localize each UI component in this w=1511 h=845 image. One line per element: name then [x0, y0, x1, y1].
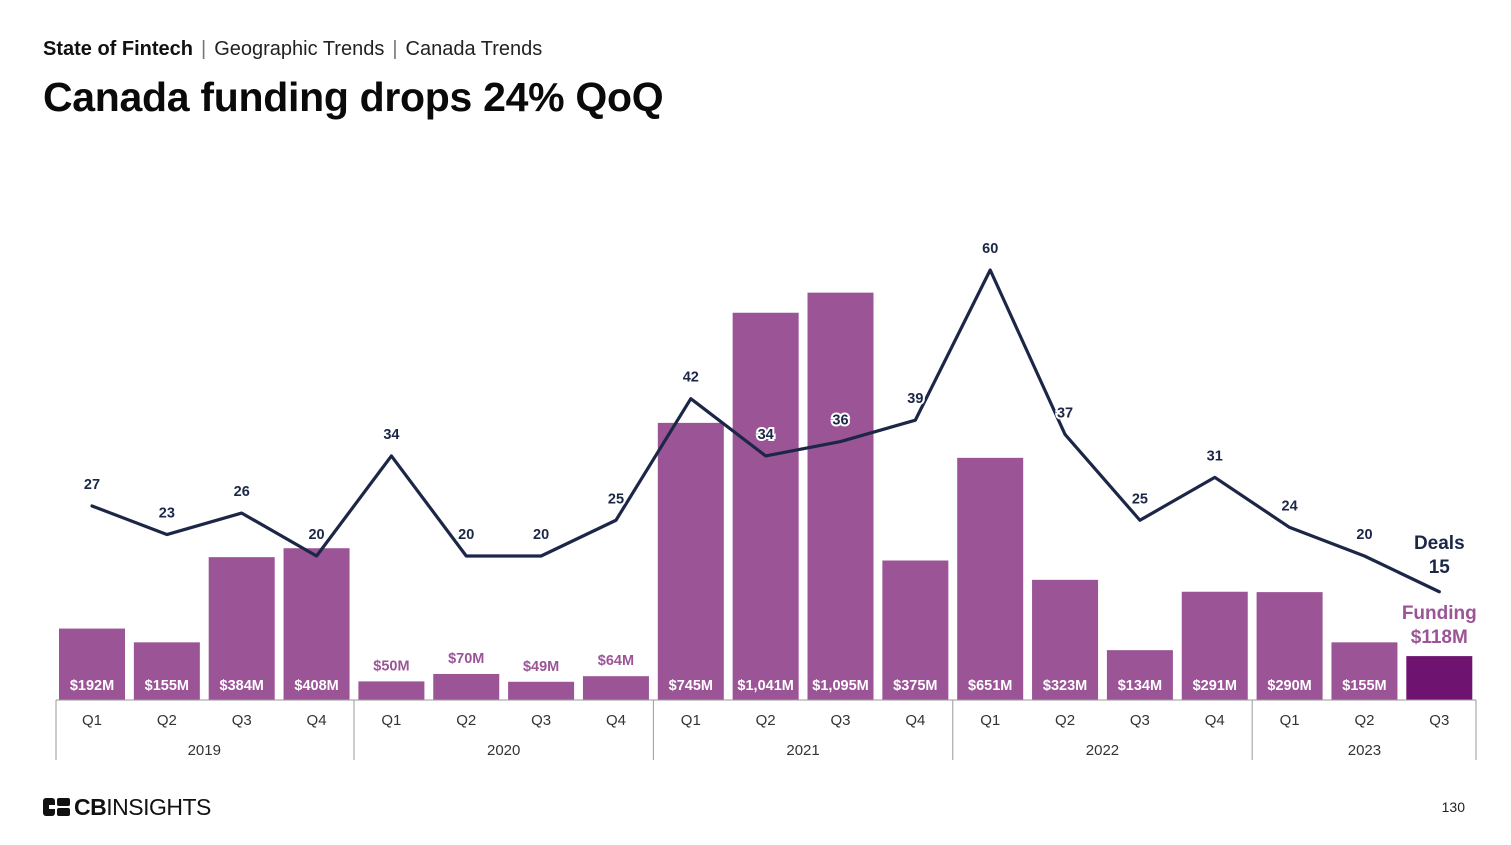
deals-label: 39	[907, 391, 923, 407]
x-tick-label: Q2	[1055, 712, 1075, 729]
funding-bar	[1331, 642, 1398, 700]
page-title: Canada funding drops 24% QoQ	[43, 74, 664, 120]
year-label: 2023	[1348, 742, 1381, 759]
year-label: 2022	[1086, 742, 1119, 759]
funding-bar	[433, 673, 500, 700]
funding-label: $290M	[1267, 678, 1311, 694]
funding-bar	[59, 628, 125, 700]
x-tick-label: Q1	[82, 712, 102, 729]
page-number: 130	[1441, 799, 1465, 815]
cb-insights-logo-icon	[43, 798, 70, 816]
funding-callout-title: Funding	[1402, 603, 1477, 624]
x-tick-label: Q3	[232, 712, 252, 729]
x-tick-label: Q4	[606, 712, 626, 729]
year-label: 2019	[188, 742, 221, 759]
deals-label: 60	[982, 241, 998, 257]
breadcrumb-separator: |	[201, 38, 207, 60]
funding-bar	[508, 681, 575, 700]
funding-label: $291M	[1193, 678, 1237, 694]
funding-label: $1,041M	[737, 678, 793, 694]
breadcrumb-separator: |	[392, 38, 398, 60]
deals-callout-value: 15	[1429, 557, 1451, 578]
breadcrumb-item: Geographic Trends	[214, 38, 385, 60]
x-tick-label: Q3	[531, 712, 551, 729]
breadcrumb: State of Fintech | Geographic Trends | Canad…	[43, 38, 542, 61]
funding-bar	[1181, 591, 1248, 700]
cb-insights-logo-text: CBINSIGHTS	[74, 793, 211, 820]
funding-label: $192M	[70, 678, 114, 694]
x-tick-label: Q3	[830, 712, 850, 729]
funding-label: $49M	[523, 659, 559, 675]
funding-label: $384M	[220, 678, 264, 694]
funding-label: $134M	[1118, 678, 1162, 694]
x-tick-label: Q3	[1130, 712, 1150, 729]
funding-label: $64M	[598, 653, 634, 669]
funding-label: $155M	[1342, 678, 1386, 694]
x-tick-label: Q1	[980, 712, 1000, 729]
funding-label: $408M	[294, 678, 338, 694]
funding-bar	[882, 560, 949, 700]
funding-bar	[957, 457, 1024, 700]
deals-label: 25	[1132, 491, 1148, 507]
deals-callout-title: Deals	[1414, 533, 1465, 554]
funding-callout-value: $118M	[1411, 627, 1468, 648]
funding-label: $375M	[893, 678, 937, 694]
deals-label: 25	[608, 491, 624, 507]
x-tick-label: Q2	[157, 712, 177, 729]
deals-label: 31	[1207, 448, 1223, 464]
funding-label: $651M	[968, 678, 1012, 694]
x-tick-label: Q3	[1429, 712, 1449, 729]
deals-label: 27	[84, 477, 100, 493]
funding-bar	[582, 676, 649, 700]
deals-label: 26	[234, 484, 250, 500]
funding-bar	[1406, 656, 1473, 700]
deals-line	[90, 268, 1441, 594]
funding-bar	[208, 557, 275, 700]
x-tick-label: Q1	[1280, 712, 1300, 729]
year-label: 2021	[786, 742, 819, 759]
funding-bar	[807, 292, 874, 700]
funding-bar	[657, 422, 724, 700]
funding-bar	[1032, 579, 1099, 700]
deals-label: 34	[383, 427, 399, 443]
cb-insights-logo: CBINSIGHTS	[43, 794, 211, 820]
funding-bar	[283, 548, 350, 700]
deals-label: 20	[533, 527, 549, 543]
funding-label: $745M	[669, 678, 713, 694]
x-tick-label: Q1	[681, 712, 701, 729]
funding-label: $1,095M	[812, 678, 868, 694]
breadcrumb-item: State of Fintech	[43, 38, 194, 60]
x-tick-label: Q4	[307, 712, 327, 729]
funding-deals-chart: $192M $155M $384M $408M $50M $70M $49M $64M $745…	[55, 239, 1477, 760]
deals-label: 23	[159, 506, 175, 522]
x-tick-label: Q2	[756, 712, 776, 729]
deals-label: 36	[832, 413, 848, 429]
deals-label: 42	[683, 370, 699, 386]
funding-bar	[133, 642, 200, 700]
funding-bar	[358, 681, 425, 700]
year-label: 2020	[487, 742, 520, 759]
deals-label: 20	[1356, 527, 1372, 543]
deals-label: 37	[1057, 405, 1073, 421]
funding-bar	[1106, 650, 1173, 700]
deals-label: 24	[1282, 498, 1298, 514]
funding-label: $50M	[373, 658, 409, 674]
deals-label: 20	[458, 527, 474, 543]
deals-label: 20	[308, 527, 324, 543]
breadcrumb-item: Canada Trends	[405, 38, 543, 60]
x-tick-label: Q4	[905, 712, 925, 729]
x-tick-label: Q2	[456, 712, 476, 729]
x-tick-label: Q2	[1354, 712, 1374, 729]
x-tick-label: Q1	[381, 712, 401, 729]
x-tick-label: Q4	[1205, 712, 1225, 729]
deals-label: 34	[758, 427, 774, 443]
funding-bar	[732, 312, 799, 700]
funding-label: $70M	[448, 651, 484, 667]
funding-label: $155M	[145, 678, 189, 694]
funding-label: $323M	[1043, 678, 1087, 694]
funding-bar	[1256, 592, 1323, 700]
